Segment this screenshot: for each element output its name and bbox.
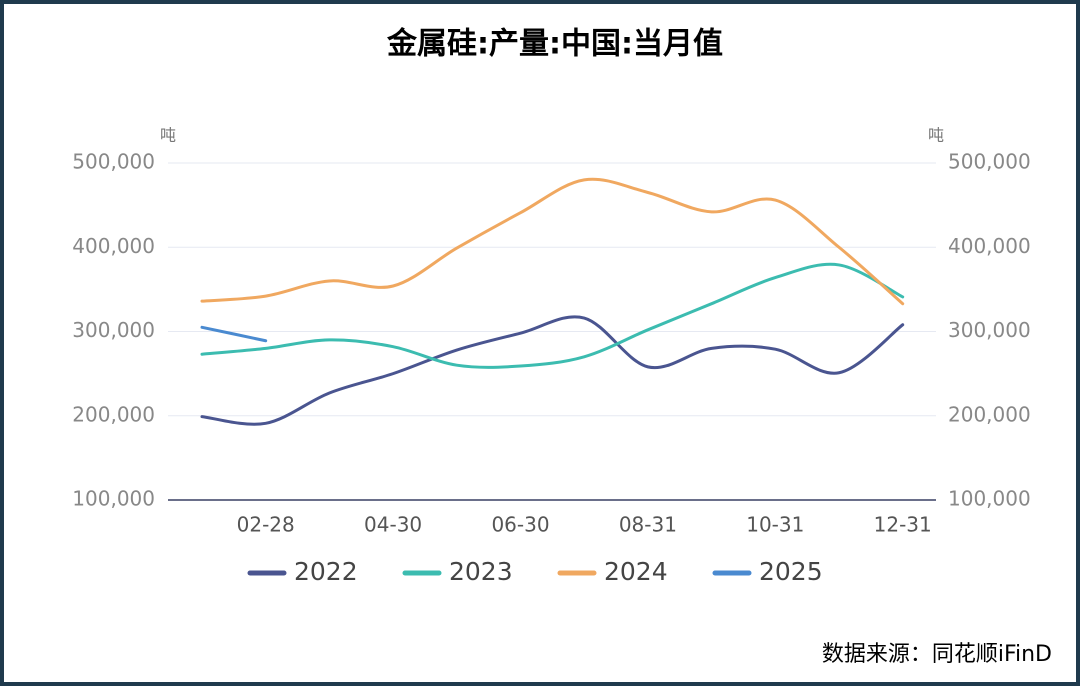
chart-title: 金属硅:产量:中国:当月值: [386, 27, 723, 62]
y2-axis-label: 吨: [928, 126, 944, 145]
y-tick-label: 500,000: [72, 150, 155, 174]
legend-label: 2023: [449, 557, 513, 586]
y2-tick-label: 200,000: [948, 402, 1031, 426]
x-tick-label: 12-31: [874, 513, 932, 537]
x-tick-label: 08-31: [619, 513, 677, 537]
y2-tick-label: 300,000: [948, 318, 1031, 342]
line-series: [200, 315, 905, 426]
line-series: [200, 262, 905, 369]
legend-label: 2024: [604, 557, 668, 586]
y-tick-label: 200,000: [72, 402, 155, 426]
x-tick-label: 10-31: [746, 513, 804, 537]
y2-tick-label: 100,000: [948, 487, 1031, 511]
x-tick-label: 06-30: [491, 513, 549, 537]
y-tick-label: 300,000: [72, 318, 155, 342]
y-axis-label: 吨: [160, 126, 176, 145]
line-series: [200, 325, 268, 343]
legend-label: 2025: [759, 557, 823, 586]
x-tick-label: 02-28: [237, 513, 295, 537]
y-tick-label: 100,000: [72, 487, 155, 511]
y-tick-label: 400,000: [72, 234, 155, 258]
source-note: 数据来源：同花顺iFinD: [822, 642, 1052, 667]
legend-label: 2022: [294, 557, 358, 586]
x-tick-label: 04-30: [364, 513, 422, 537]
y2-tick-label: 500,000: [948, 150, 1031, 174]
line-series: [200, 177, 905, 306]
y2-tick-label: 400,000: [948, 234, 1031, 258]
